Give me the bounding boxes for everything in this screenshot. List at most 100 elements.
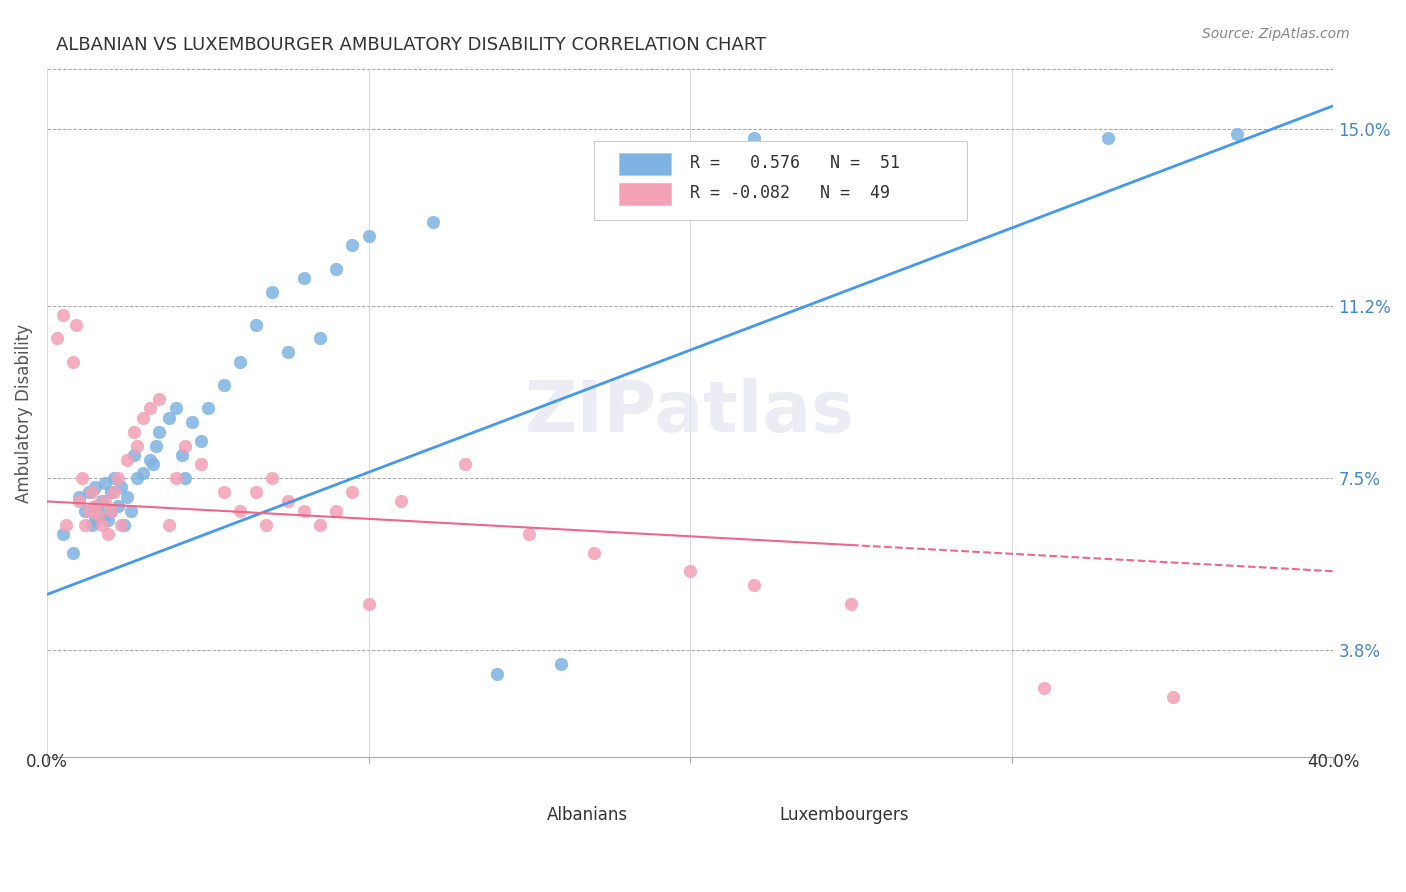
Point [157,517,180,532]
Point [65,318,87,332]
Point [94,475,117,490]
Point [325,504,347,518]
Point [125,471,148,485]
Point [87,508,110,523]
Point [120,504,142,518]
Point [212,378,235,392]
Point [170,448,193,462]
FancyBboxPatch shape [593,141,967,220]
Point [122,448,145,462]
Point [100,504,122,518]
Point [174,471,197,485]
Point [90,517,112,532]
FancyBboxPatch shape [748,783,793,802]
Text: ALBANIAN VS LUXEMBOURGER AMBULATORY DISABILITY CORRELATION CHART: ALBANIAN VS LUXEMBOURGER AMBULATORY DISA… [56,36,766,54]
Point [139,452,162,467]
Point [165,401,187,416]
Point [357,229,380,244]
Point [94,494,117,508]
Text: Albanians: Albanians [547,805,628,823]
Point [197,401,219,416]
Point [1097,131,1119,145]
Point [157,410,180,425]
Point [744,578,766,592]
Point [132,410,155,425]
Point [80,485,103,500]
Point [454,457,477,471]
Point [174,438,197,452]
Point [550,657,572,672]
Point [582,546,605,560]
Point [517,527,540,541]
Point [84,513,107,527]
Point [52,527,75,541]
Point [112,517,135,532]
Point [190,434,212,448]
Point [254,517,277,532]
Point [245,485,267,500]
Point [122,425,145,439]
Point [100,485,122,500]
Point [180,415,202,429]
Point [87,499,110,513]
Point [309,331,332,345]
Point [45,331,67,345]
Point [94,508,117,523]
Point [292,504,315,518]
Point [103,485,125,500]
Point [125,438,148,452]
Point [679,564,702,578]
Point [212,485,235,500]
Point [325,261,347,276]
Point [839,597,862,611]
Point [55,517,77,532]
Point [357,597,380,611]
Point [142,457,165,471]
Text: Source: ZipAtlas.com: Source: ZipAtlas.com [1202,27,1350,41]
Point [75,504,97,518]
Text: 40.0%: 40.0% [1308,753,1360,771]
Point [75,517,97,532]
Point [245,318,267,332]
Point [277,494,299,508]
Point [67,494,90,508]
Point [77,485,100,500]
Point [77,504,100,518]
Point [80,517,103,532]
Point [486,666,509,681]
Point [277,345,299,359]
Point [148,392,170,406]
Point [422,215,444,229]
Point [1032,681,1054,695]
Point [190,457,212,471]
Point [62,546,84,560]
Point [52,308,75,322]
Point [309,517,332,532]
Point [103,471,125,485]
Point [165,471,187,485]
Point [1226,127,1249,141]
Point [97,527,120,541]
Point [260,471,283,485]
Point [744,131,766,145]
Point [62,355,84,369]
Point [260,285,283,299]
Point [97,513,120,527]
Text: ZIPatlas: ZIPatlas [524,378,855,448]
Point [292,271,315,285]
Point [139,401,162,416]
Point [100,504,122,518]
FancyBboxPatch shape [620,183,671,205]
Y-axis label: Ambulatory Disability: Ambulatory Disability [15,324,32,502]
Point [389,494,412,508]
FancyBboxPatch shape [620,153,671,176]
Point [110,517,132,532]
Point [117,452,139,467]
Point [84,499,107,513]
Point [84,480,107,494]
Point [342,485,364,500]
Text: R =   0.576   N =  51: R = 0.576 N = 51 [690,154,900,172]
Point [107,499,129,513]
Point [148,425,170,439]
Point [229,355,252,369]
